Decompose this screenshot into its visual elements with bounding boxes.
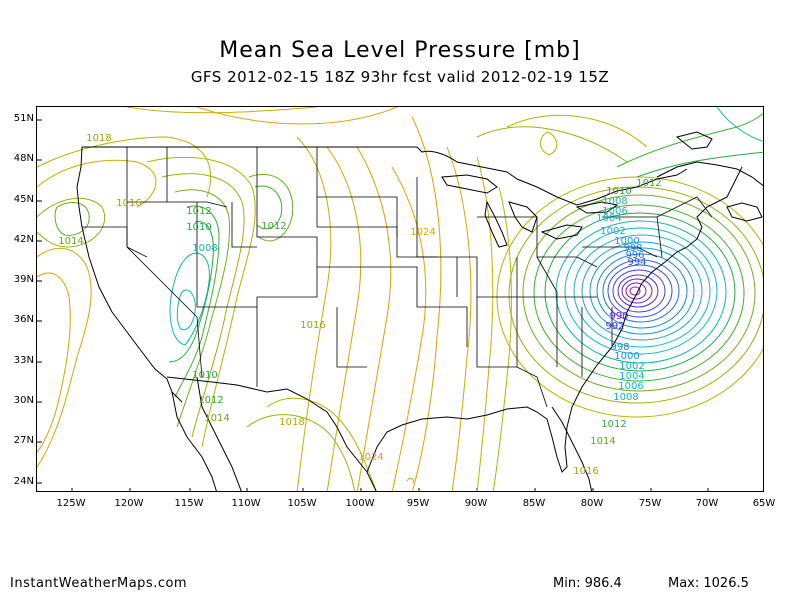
contour-label: 1016 [573, 466, 598, 477]
pressure-map[interactable]: 1018 1016 1014 1012 1010 1008 1012 1024 … [36, 106, 764, 492]
contour-label: 998 [623, 243, 642, 254]
lon-label-95w: 95W [406, 498, 430, 509]
min-pressure: Min: 986.4 [553, 576, 622, 591]
contour-label: 1004 [619, 371, 644, 382]
lon-label-65w: 65W [752, 498, 776, 509]
contour-label: 1002 [600, 226, 625, 237]
contour-label: 1010 [186, 222, 211, 233]
isobars-southwest-low [146, 156, 294, 448]
lat-label-24n: 24N [13, 476, 34, 487]
lat-label-33n: 33N [13, 355, 34, 366]
contour-label: 1012 [198, 395, 223, 406]
contour-label: 1010 [606, 186, 631, 197]
lat-label-48n: 48N [13, 153, 34, 164]
contour-label: 1014 [58, 236, 83, 247]
contour-label: 1006 [602, 206, 627, 217]
state-borders [82, 147, 713, 408]
geographic-boundaries [76, 131, 763, 491]
contour-label: 1012 [261, 221, 286, 232]
lon-label-125w: 125W [56, 498, 86, 509]
axis-ticks [37, 119, 709, 491]
contour-label: 1002 [619, 361, 644, 372]
contour-label: 1000 [614, 236, 639, 247]
contour-label: 1008 [602, 196, 627, 207]
isobars-west [37, 136, 212, 468]
contour-label: 1016 [300, 320, 325, 331]
lat-label-51n: 51N [13, 113, 34, 124]
lon-label-105w: 105W [287, 498, 317, 509]
contour-label: 1004 [596, 213, 621, 224]
contour-label: 1012 [601, 419, 626, 430]
contour-label: 1010 [192, 370, 217, 381]
contour-label: 1024 [410, 227, 435, 238]
isobars-northeast [476, 107, 763, 178]
lon-label-110w: 110W [231, 498, 261, 509]
lon-label-80w: 80W [580, 498, 604, 509]
lat-label-30n: 30N [13, 395, 34, 406]
map-canvas: 1018 1016 1014 1012 1010 1008 1012 1024 … [37, 107, 763, 491]
lon-label-100w: 100W [345, 498, 375, 509]
lat-label-36n: 36N [13, 314, 34, 325]
contour-label: 998 [610, 342, 629, 353]
lon-label-75w: 75W [638, 498, 662, 509]
lon-label-70w: 70W [695, 498, 719, 509]
lon-label-90w: 90W [464, 498, 488, 509]
contour-label: 1016 [116, 198, 141, 209]
contour-labels: 1018 1016 1014 1012 1010 1008 1012 1024 … [58, 133, 661, 477]
contour-label: 1012 [186, 206, 211, 217]
lat-label-27n: 27N [13, 435, 34, 446]
contour-label: 1014 [590, 436, 615, 447]
isobars-central-high [126, 107, 512, 491]
isobars-eastern-low [496, 176, 763, 418]
contour-label: 1006 [618, 381, 643, 392]
map-subtitle: GFS 2012-02-15 18Z 93hr fcst valid 2012-… [190, 68, 610, 86]
contour-label: 996 [625, 250, 644, 261]
contour-label: 1008 [613, 392, 638, 403]
site-credit: InstantWeatherMaps.com [10, 576, 188, 591]
contour-label: 990 [609, 311, 628, 322]
contour-label: 1018 [86, 133, 111, 144]
contour-label: 994 [627, 257, 646, 268]
contour-label: 1008 [192, 243, 217, 254]
lon-label-85w: 85W [522, 498, 546, 509]
max-pressure: Max: 1026.5 [668, 576, 749, 591]
contour-label: 1000 [614, 351, 639, 362]
contour-label: 1024 [358, 452, 383, 463]
lat-label-42n: 42N [13, 234, 34, 245]
contour-label: 1012 [636, 178, 661, 189]
map-title: Mean Sea Level Pressure [mb] [219, 38, 581, 63]
lon-label-120w: 120W [114, 498, 144, 509]
lat-label-45n: 45N [13, 194, 34, 205]
lon-label-115w: 115W [174, 498, 204, 509]
contour-label: 1014 [204, 413, 229, 424]
contour-label: 992 [605, 321, 624, 332]
lat-label-39n: 39N [13, 274, 34, 285]
contour-label: 1018 [279, 417, 304, 428]
